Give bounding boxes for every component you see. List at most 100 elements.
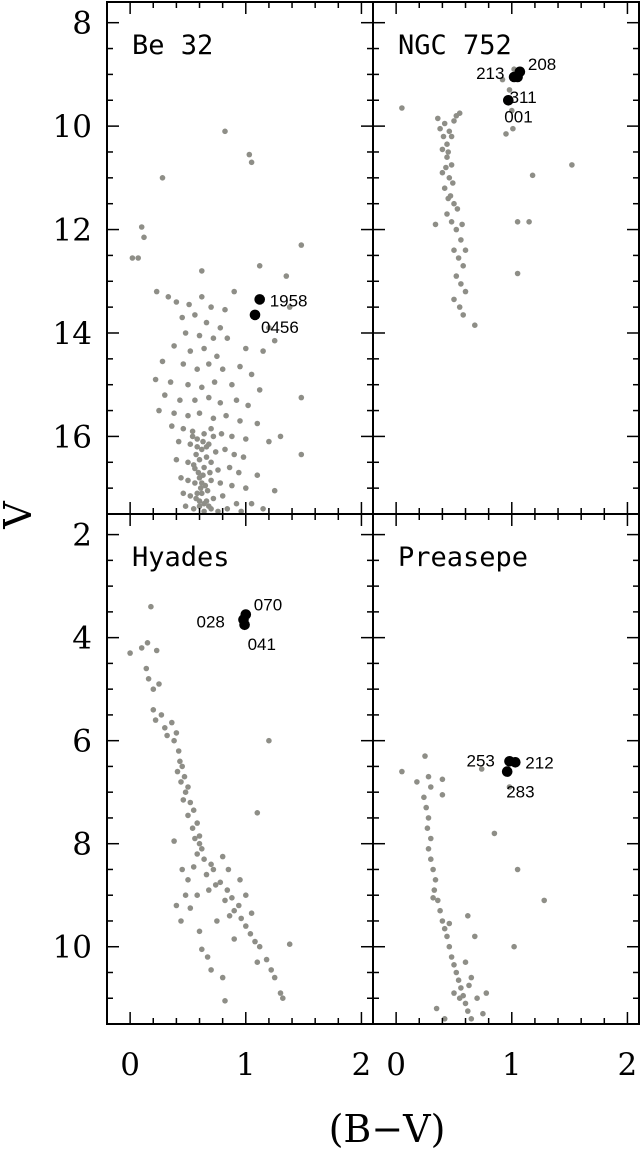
member-point (224, 506, 231, 512)
member-point (171, 410, 177, 417)
member-point (194, 436, 200, 442)
member-point (194, 444, 200, 450)
member-point (428, 784, 434, 790)
member-point (204, 487, 211, 494)
x-tick-label: 1 (502, 1047, 522, 1083)
member-point (283, 273, 290, 279)
x-tick-label: 0 (386, 1047, 406, 1083)
member-point (203, 444, 210, 450)
member-point (248, 910, 255, 916)
red-giant-label: 041 (248, 635, 276, 654)
member-point (455, 977, 462, 983)
member-point (189, 433, 196, 440)
member-point (254, 959, 261, 965)
member-point (465, 913, 471, 919)
member-point (208, 425, 214, 432)
member-point (459, 221, 465, 228)
member-point (243, 892, 249, 898)
member-point (277, 433, 284, 440)
member-point (474, 995, 480, 1001)
member-point (200, 472, 206, 479)
member-point (222, 446, 228, 453)
member-point (156, 407, 162, 414)
member-point (446, 920, 453, 927)
member-point (185, 459, 191, 466)
member-point (439, 169, 446, 176)
member-point (425, 846, 432, 852)
member-point (197, 485, 204, 491)
member-point (252, 938, 258, 945)
member-point (462, 288, 469, 295)
red-giant-label: 208 (528, 55, 556, 74)
member-point (466, 982, 472, 989)
member-point (171, 838, 177, 844)
member-point (192, 465, 198, 472)
member-point (208, 967, 214, 973)
member-point (177, 397, 183, 404)
red-giant-point (512, 71, 523, 83)
member-point (298, 394, 305, 401)
panel-label-hyades: Hyades (132, 542, 230, 573)
y-tick-label: 8 (72, 827, 92, 863)
member-point (199, 294, 205, 300)
member-point (465, 1008, 471, 1014)
member-point (421, 794, 427, 801)
member-point (280, 995, 286, 1001)
member-point (448, 219, 455, 225)
member-point (231, 288, 237, 295)
member-point (208, 861, 214, 868)
x-tick-label: 2 (618, 1047, 638, 1083)
member-point (480, 1010, 486, 1017)
member-point (510, 125, 516, 132)
member-point (222, 128, 228, 135)
member-point (526, 219, 532, 225)
member-point (231, 451, 237, 458)
y-tick-label: 4 (72, 621, 92, 657)
member-point (208, 304, 214, 310)
member-point (472, 322, 478, 329)
member-point (199, 268, 205, 274)
member-point (194, 851, 200, 857)
member-point (229, 895, 235, 901)
panel-label-praesepe: Preasepe (398, 542, 528, 573)
member-point (439, 146, 446, 153)
member-point (439, 776, 446, 783)
member-point (210, 495, 217, 502)
red-giant-label: 212 (525, 753, 553, 772)
red-giant-point (503, 95, 514, 106)
member-point (245, 402, 251, 409)
panel-frame (372, 513, 640, 1025)
member-point (468, 1016, 475, 1022)
member-point (424, 825, 431, 831)
member-point (472, 933, 478, 940)
member-point (171, 737, 177, 744)
member-point (159, 175, 166, 181)
member-point (243, 485, 249, 491)
member-point (173, 456, 180, 463)
member-point (165, 294, 172, 300)
member-point (215, 508, 221, 515)
member-point (180, 361, 187, 367)
member-point (208, 459, 214, 466)
member-point (441, 185, 448, 191)
member-point (444, 141, 450, 147)
member-point (156, 681, 162, 687)
member-point (441, 925, 448, 932)
member-point (210, 335, 217, 342)
member-point (218, 431, 225, 437)
member-point (194, 892, 200, 898)
member-point (256, 943, 263, 950)
member-point (248, 500, 255, 507)
member-point (248, 159, 255, 166)
member-point (529, 172, 536, 179)
member-point (226, 913, 233, 919)
panel-label-ngc752: NGC 752 (398, 30, 512, 61)
member-point (263, 956, 270, 963)
member-point (506, 87, 513, 93)
member-point (260, 506, 266, 512)
member-point (180, 425, 187, 432)
member-point (460, 263, 467, 269)
member-point (180, 797, 187, 803)
member-point (271, 974, 278, 981)
